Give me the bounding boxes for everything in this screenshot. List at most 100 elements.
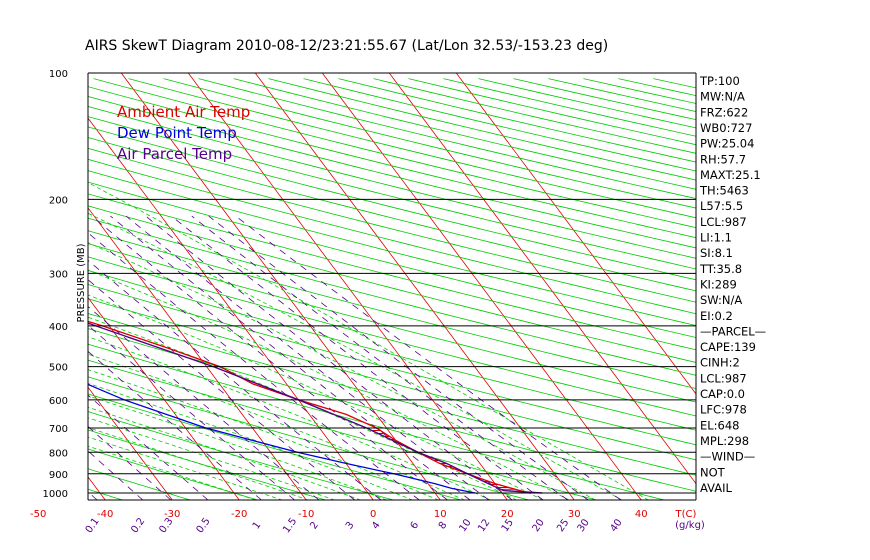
dry-adiabat-line [88,193,696,351]
moist-adiabat-line [88,436,283,500]
stat-entry: EI:0.2 [700,309,733,323]
stat-entry: EL:648 [700,418,740,432]
stat-entry: MPL:298 [700,434,749,448]
pressure-tick-label: 700 [49,424,68,435]
mixing-ratio-line [110,215,471,500]
moist-adiabat-line [88,406,362,500]
stat-entry: RH:57.7 [700,152,746,166]
dry-adiabat-line [88,359,597,500]
stat-entry: NOT [700,465,726,479]
dew-point-temp-line [88,383,476,494]
mixing-ratio-tick-label: 40 [608,517,624,534]
stat-entry: PW:25.04 [700,137,754,151]
dry-adiabat-line [88,243,696,403]
mixing-ratio-line [88,394,209,500]
stat-entry: MAXT:25.1 [700,168,761,182]
isotherm-line [187,73,508,500]
mixing-ratio-tick-labels: 0.1 0.2 0.3 0.5 1 1.5 2 3 4 6 8 10 12 15 20 25 30 40 [84,516,625,535]
dry-adiabat-line [88,181,696,338]
dry-adiabat-line [88,205,696,363]
legend-entry: Dew Point Temp [117,124,237,142]
grid-background [88,73,696,500]
dry-adiabat-line [163,78,696,209]
stat-entry: —WIND— [700,450,755,464]
mixing-ratio-line [88,450,144,500]
stat-entry: SW:N/A [700,293,742,307]
dry-adiabat-line [88,230,696,389]
dry-adiabat-line [88,411,394,500]
dry-adiabat-line [88,106,696,259]
moist-adiabat-line [88,369,439,500]
stat-entry: AVAIL [700,481,733,495]
pressure-tick-label: 300 [49,269,68,280]
dry-adiabat-line [88,313,696,476]
moist-adiabat-line [88,242,596,500]
temperature-tick-label: -50 [30,509,46,520]
stat-entry: CAP:0.0 [700,387,745,401]
temperature-tick-label: 10 [434,509,447,520]
mixing-ratio-tick-label: 20 [531,517,547,534]
pressure-tick-label: 500 [49,363,68,374]
mixing-ratio-tick-label: 2 [308,520,321,532]
mixing-ratio-tick-label: 3 [344,520,357,532]
temperature-tick-label: 0 [370,509,376,520]
dry-adiabat-line [88,217,696,376]
dry-adiabat-line [88,158,696,315]
dry-adiabat-line [478,78,696,129]
moist-adiabat-line [88,336,491,500]
moist-adiabat-line [88,395,388,500]
air-parcel-temp-line [88,322,543,494]
isotherm-line [88,476,106,500]
moist-adiabat-line [88,182,649,500]
dry-adiabat-line [88,96,696,249]
stat-entry: LCL:987 [700,215,747,229]
mixing-ratio-tick-label: 1.5 [281,516,299,535]
dry-adiabat-line [88,429,326,500]
dry-adiabat-line [88,328,696,492]
pressure-tick-label: 200 [49,195,68,206]
stat-entry: FRZ:622 [700,105,748,119]
dry-adiabat-line [88,116,696,270]
pressure-tick-label: 900 [49,470,68,481]
dry-adiabat-line [88,270,696,431]
temperature-tick-label: -20 [231,509,247,520]
moist-adiabat-line [88,427,309,500]
mixing-ratio-tick-label: 1 [251,520,264,532]
legend: Ambient Air Temp Dew Point Temp Air Parcel… [117,103,250,163]
dry-adiabat-line [88,283,696,446]
dry-adiabat-line [88,448,259,500]
dry-adiabat-line [88,393,462,500]
dry-adiabat-line [268,78,696,181]
dry-adiabat-line [88,137,696,292]
stat-entry: CINH:2 [700,356,740,370]
plot-frame [87,72,697,501]
stat-entry: CAPE:139 [700,340,756,354]
mixing-ratio-tick-label: 0.5 [195,516,213,535]
temperature-tick-label: -30 [164,509,180,520]
dry-adiabat-line [233,78,696,190]
isotherm-line [88,296,240,500]
stat-entry: LI:1.1 [700,231,732,245]
stat-entry: LFC:978 [700,403,747,417]
pressure-tick-label: 1000 [43,489,68,500]
dry-adiabat-line [88,147,696,303]
temperature-tick-labels: -50 -40 -30 -20 -10 0 10 20 30 40 [30,509,648,520]
moist-adiabat-line [88,212,623,500]
stat-entry: SI:8.1 [700,246,733,260]
axis-unit-labels: T(C)(g/kg) [675,509,705,531]
chart-title: AIRS SkewT Diagram 2010-08-12/23:21:55.6… [85,38,608,54]
mixing-ratio-tick-label: 12 [476,517,492,534]
dry-adiabat-line [88,256,696,417]
dry-adiabat-line [88,343,665,500]
pressure-tick-labels: 100 200 300 400 500 600 700 800 900 1000 [43,69,68,500]
temperature-tick-label: 20 [501,509,514,520]
stat-entry: TH:5463 [699,184,749,198]
pressure-tick-label: 100 [49,69,68,80]
temperature-tick-label: -10 [298,509,314,520]
mixing-ratio-tick-label: 6 [409,520,422,532]
isotherm-line [88,207,307,500]
stat-entry: LCL:987 [700,371,747,385]
moist-adiabat-line [88,269,570,500]
stat-entry: L57:5.5 [700,199,743,213]
dry-adiabat-line [653,78,696,89]
